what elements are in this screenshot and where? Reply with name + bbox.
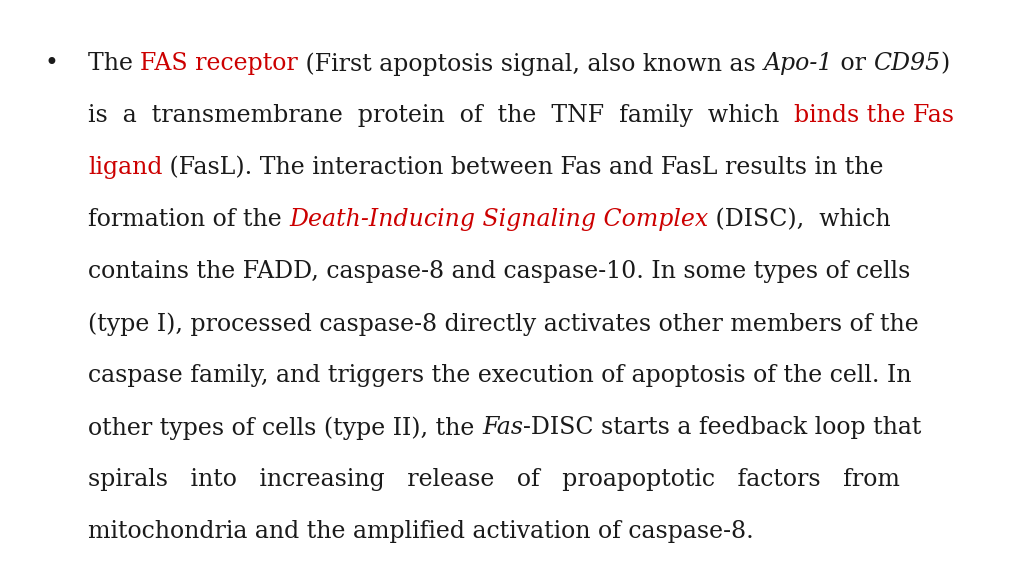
Text: binds the Fas: binds the Fas [795,104,954,127]
Text: mitochondria and the amplified activation of caspase-8.: mitochondria and the amplified activatio… [88,520,754,543]
Text: FAS receptor: FAS receptor [140,52,298,75]
Text: (First apoptosis signal, also known as: (First apoptosis signal, also known as [298,52,764,75]
Text: (DISC),  which: (DISC), which [709,208,891,231]
Text: (FasL). The interaction between Fas and FasL results in the: (FasL). The interaction between Fas and … [163,156,884,179]
Text: contains the FADD, caspase-8 and caspase-10. In some types of cells: contains the FADD, caspase-8 and caspase… [88,260,910,283]
Text: Apo-1: Apo-1 [764,52,833,75]
Text: The: The [88,52,140,75]
Text: is  a  transmembrane  protein  of  the  TNF  family  which: is a transmembrane protein of the TNF fa… [88,104,795,127]
Text: other types of cells (type II), the: other types of cells (type II), the [88,416,482,439]
Text: ligand: ligand [88,156,163,179]
Text: CD95: CD95 [873,52,940,75]
Text: •: • [44,52,58,75]
Text: Death-Inducing Signaling Complex: Death-Inducing Signaling Complex [289,208,709,231]
Text: Fas: Fas [482,416,523,439]
Text: ): ) [940,52,949,75]
Text: (type I), processed caspase-8 directly activates other members of the: (type I), processed caspase-8 directly a… [88,312,919,336]
Text: formation of the: formation of the [88,208,289,231]
Text: spirals   into   increasing   release   of   proapoptotic   factors   from: spirals into increasing release of proap… [88,468,900,491]
Text: -DISC starts a feedback loop that: -DISC starts a feedback loop that [523,416,922,439]
Text: caspase family, and triggers the execution of apoptosis of the cell. In: caspase family, and triggers the executi… [88,364,911,387]
Text: or: or [833,52,873,75]
